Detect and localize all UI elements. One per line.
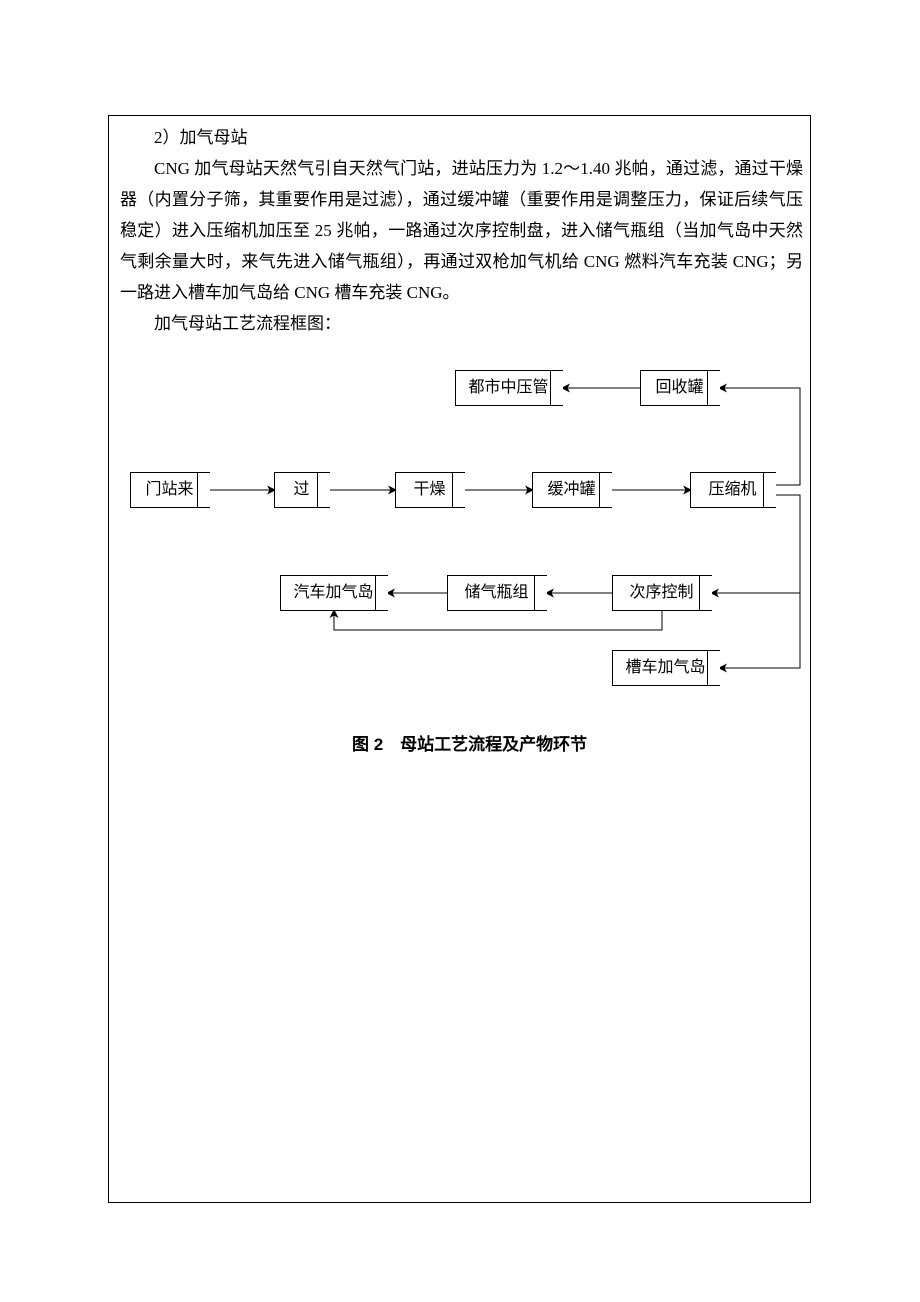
flowchart: 门站来 过 干燥 缓冲罐 压缩机 都市中压管 回收罐次序控制 储气瓶组 汽车加气岛槽车加气岛 — [120, 350, 820, 700]
figure-caption: 图 2 母站工艺流程及产物环节 — [352, 730, 587, 755]
section-heading: 2）加气母站 — [120, 122, 803, 153]
paragraph-2: 加气母站工艺流程框图： — [120, 308, 803, 339]
node-caoche: 槽车加气岛 — [612, 650, 720, 686]
page: 2）加气母站 CNG 加气母站天然气引自天然气门站，进站压力为 1.2～1.40… — [0, 0, 920, 1302]
node-guolv: 过 — [274, 472, 330, 508]
node-menzhan: 门站来 — [130, 472, 210, 508]
node-ganzao: 干燥 — [395, 472, 465, 508]
node-huishou: 回收罐 — [640, 370, 720, 406]
edge-cixu-qiche — [334, 611, 662, 630]
node-yasuo: 压缩机 — [690, 472, 776, 508]
edge-yasuo-caoche — [720, 593, 800, 668]
edge-yasuo-huishou — [720, 388, 800, 485]
node-cixu: 次序控制 — [612, 575, 712, 611]
paragraph-1: CNG 加气母站天然气引自天然气门站，进站压力为 1.2～1.40 兆帕，通过滤… — [120, 153, 803, 308]
node-chuqi: 储气瓶组 — [447, 575, 547, 611]
node-dushi: 都市中压管 — [455, 370, 563, 406]
node-qiche: 汽车加气岛 — [280, 575, 388, 611]
node-huanchong: 缓冲罐 — [532, 472, 612, 508]
edge-yasuo-cixu — [712, 495, 800, 593]
body-text: 2）加气母站 CNG 加气母站天然气引自天然气门站，进站压力为 1.2～1.40… — [120, 122, 803, 339]
